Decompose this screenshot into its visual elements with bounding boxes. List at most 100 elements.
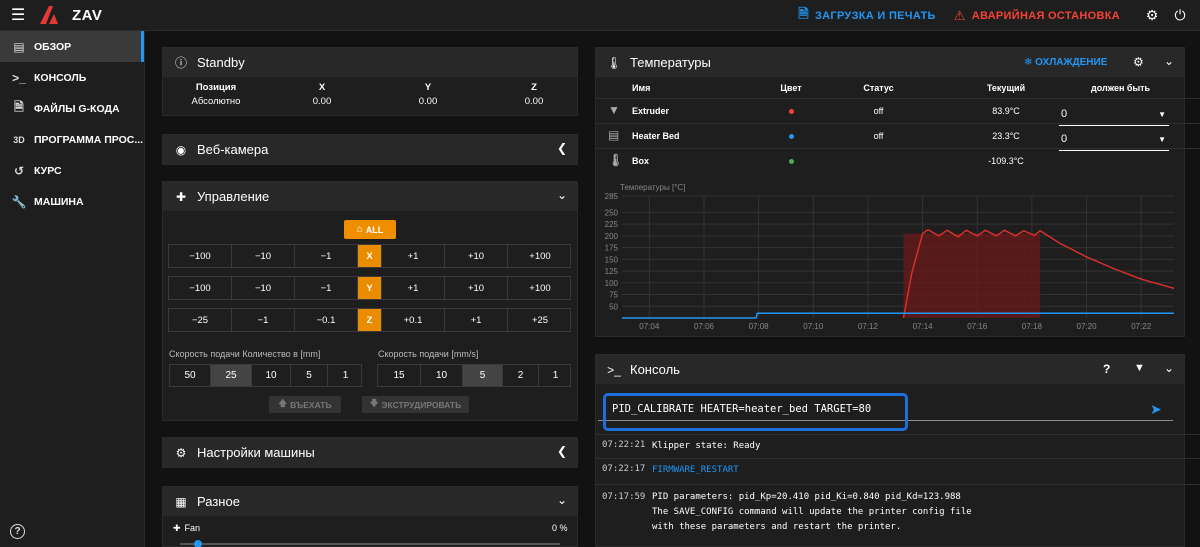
chevron-left-icon[interactable]: ❮ [556,444,567,458]
sidebar-item-viewer[interactable]: 3D ПРОГРАММА ПРОС... [0,124,144,155]
color-dot[interactable] [788,108,794,114]
log-entry: 07:17:59 PID parameters: pid_Kp=20.410 p… [595,484,1200,540]
log-message: Klipper state: Ready [652,441,761,451]
extruder-target-value: 0 [1061,108,1068,120]
speed-option[interactable]: 15 [378,365,421,386]
chevron-down-icon[interactable]: ⌄ [1163,54,1174,68]
jog-x-minus-100[interactable]: −100 [169,245,232,267]
speed-option[interactable]: 2 [503,365,539,386]
home-all-button[interactable]: ⌂ ALL [344,220,396,239]
color-dot[interactable] [788,158,794,164]
jog-z-minus-1[interactable]: −1 [232,309,295,331]
status-header: Статус [863,82,894,93]
jog-y-plus-1[interactable]: +1 [382,277,445,299]
x-header: X [318,82,326,93]
webcam-card[interactable]: ◉ Веб-камера ❮ [162,134,578,165]
log-entry: 07:22:17 FIRMWARE_RESTART [595,458,1200,484]
fan-name: Fan [184,523,201,533]
chevron-left-icon[interactable]: ❮ [556,141,567,155]
amount-option[interactable]: 10 [252,365,291,386]
feed-amount-selector: 50 25 10 5 1 [169,364,362,387]
feed-speed-selector: 15 10 5 2 1 [377,364,571,387]
filter-icon[interactable]: ▼ [1134,362,1145,374]
jog-z-plus-25[interactable]: +25 [531,314,549,326]
current-header: Текущий [986,82,1026,93]
jog-z-minus-25[interactable]: −25 [169,309,232,331]
chevron-down-icon[interactable]: ⌄ [556,493,567,507]
menu-icon[interactable]: ☰ [10,7,26,24]
settings-gears-icon[interactable]: ⚙ [1145,7,1159,23]
speed-option[interactable]: 1 [552,370,559,381]
sidebar-item-history[interactable]: ↺ КУРС [0,155,144,186]
speed-option[interactable]: 10 [421,365,463,386]
color-dot[interactable] [788,133,794,139]
jog-x-plus-1[interactable]: +1 [382,245,445,267]
heater-name: Extruder [632,106,670,116]
jog-z-plus-1[interactable]: +1 [445,309,508,331]
sidebar-item-console[interactable]: >_ КОНСОЛЬ [0,62,144,93]
jog-y-minus-1[interactable]: −1 [295,277,358,299]
extruder-icon: ▼ [608,103,620,117]
speed-option-selected[interactable]: 5 [463,365,503,386]
upload-print-button[interactable]: 🗎 ЗАГРУЗКА И ПЕЧАТЬ [798,5,936,27]
jog-y-minus-100[interactable]: −100 [169,277,232,299]
card-title: Разное [197,494,240,509]
send-icon[interactable]: ➤ [1150,401,1162,417]
y-tick-label: 75 [609,291,618,300]
amount-option[interactable]: 50 [170,365,211,386]
emergency-stop-button[interactable]: ⚠ АВАРИЙНАЯ ОСТАНОВКА [954,8,1120,24]
temperature-row-extruder: ▼ Extruder off 83.9°C [596,98,1200,123]
sidebar-item-overview[interactable]: ▤ ОБЗОР [0,31,144,62]
temperature-chart: Температуры [°C] 50 75 100 125 150 175 200 225 2… [605,183,1175,331]
sidebar-item-gcode-files[interactable]: 🗎 ФАЙЛЫ G-КОДА [0,93,144,124]
wrench-icon: 🔧 [11,194,27,209]
jog-y-minus-10[interactable]: −10 [232,277,295,299]
home-z-button[interactable]: Z [358,309,382,331]
gear-icon[interactable]: ⚙ [1133,55,1144,69]
extruder-target-input[interactable]: 0 ▼ [1059,108,1169,126]
webcam-header[interactable]: ◉ Веб-камера ❮ [163,135,577,164]
machine-settings-header[interactable]: ⚙ Настройки машины ❮ [163,438,577,467]
heater-bed-target-input[interactable]: 0 ▼ [1059,133,1169,151]
extrude-button[interactable]: 🡇 ЭКСТРУДИРОВАТЬ [362,396,469,413]
jog-y-plus-10[interactable]: +10 [445,277,508,299]
emergency-stop-label: АВАРИЙНАЯ ОСТАНОВКА [971,9,1120,22]
card-title: Настройки машины [197,445,315,460]
fan-slider-thumb[interactable] [194,540,202,547]
home-all-label: ALL [365,224,384,235]
log-time: 07:22:21 [602,440,646,450]
retract-button[interactable]: 🡅 ВЪЕХАТЬ [269,396,341,413]
power-icon[interactable]: ⏻ [1174,7,1186,23]
amount-option[interactable]: 1 [342,370,349,381]
fan-slider[interactable] [180,540,560,547]
log-message-link[interactable]: FIRMWARE_RESTART [652,465,739,475]
machine-settings-card[interactable]: ⚙ Настройки машины ❮ [162,437,578,468]
help-icon[interactable]: ? [10,524,25,539]
terminal-icon: >_ [12,70,26,85]
y-header: Y [424,82,432,93]
jog-x-minus-10[interactable]: −10 [232,245,295,267]
home-x-button[interactable]: X [358,245,382,267]
heater-bed-icon: ▤ [608,128,620,142]
heater-current: 83.9°C [992,106,1020,116]
jog-row-y: −100 −10 −1 Y +1 +10 +100 [168,276,571,300]
home-y-button[interactable]: Y [358,277,382,299]
jog-x-plus-10[interactable]: +10 [445,245,508,267]
jog-z-minus-0-1[interactable]: −0.1 [295,309,358,331]
jog-y-plus-100[interactable]: +100 [529,282,551,294]
command-input[interactable] [598,398,1173,421]
chevron-down-icon[interactable]: ⌄ [1163,361,1174,375]
amount-option-selected[interactable]: 25 [211,365,252,386]
cooling-button[interactable]: ❄ ОХЛАЖДЕНИЕ [1024,57,1107,68]
jog-x-minus-1[interactable]: −1 [295,245,358,267]
log-entry: 07:22:21 Klipper state: Ready [595,434,1200,458]
x-tick-label: 07:06 [694,322,715,331]
jog-z-plus-0-1[interactable]: +0.1 [382,309,445,331]
sidebar-item-machine[interactable]: 🔧 МАШИНА [0,186,144,217]
help-icon[interactable]: ? [1103,362,1111,376]
log-message: PID parameters: pid_Kp=20.410 pid_Ki=0.8… [652,490,972,535]
chevron-down-icon[interactable]: ⌄ [556,188,567,202]
logo[interactable]: ZAV [40,6,102,24]
amount-option[interactable]: 5 [291,365,328,386]
jog-x-plus-100[interactable]: +100 [529,250,551,262]
